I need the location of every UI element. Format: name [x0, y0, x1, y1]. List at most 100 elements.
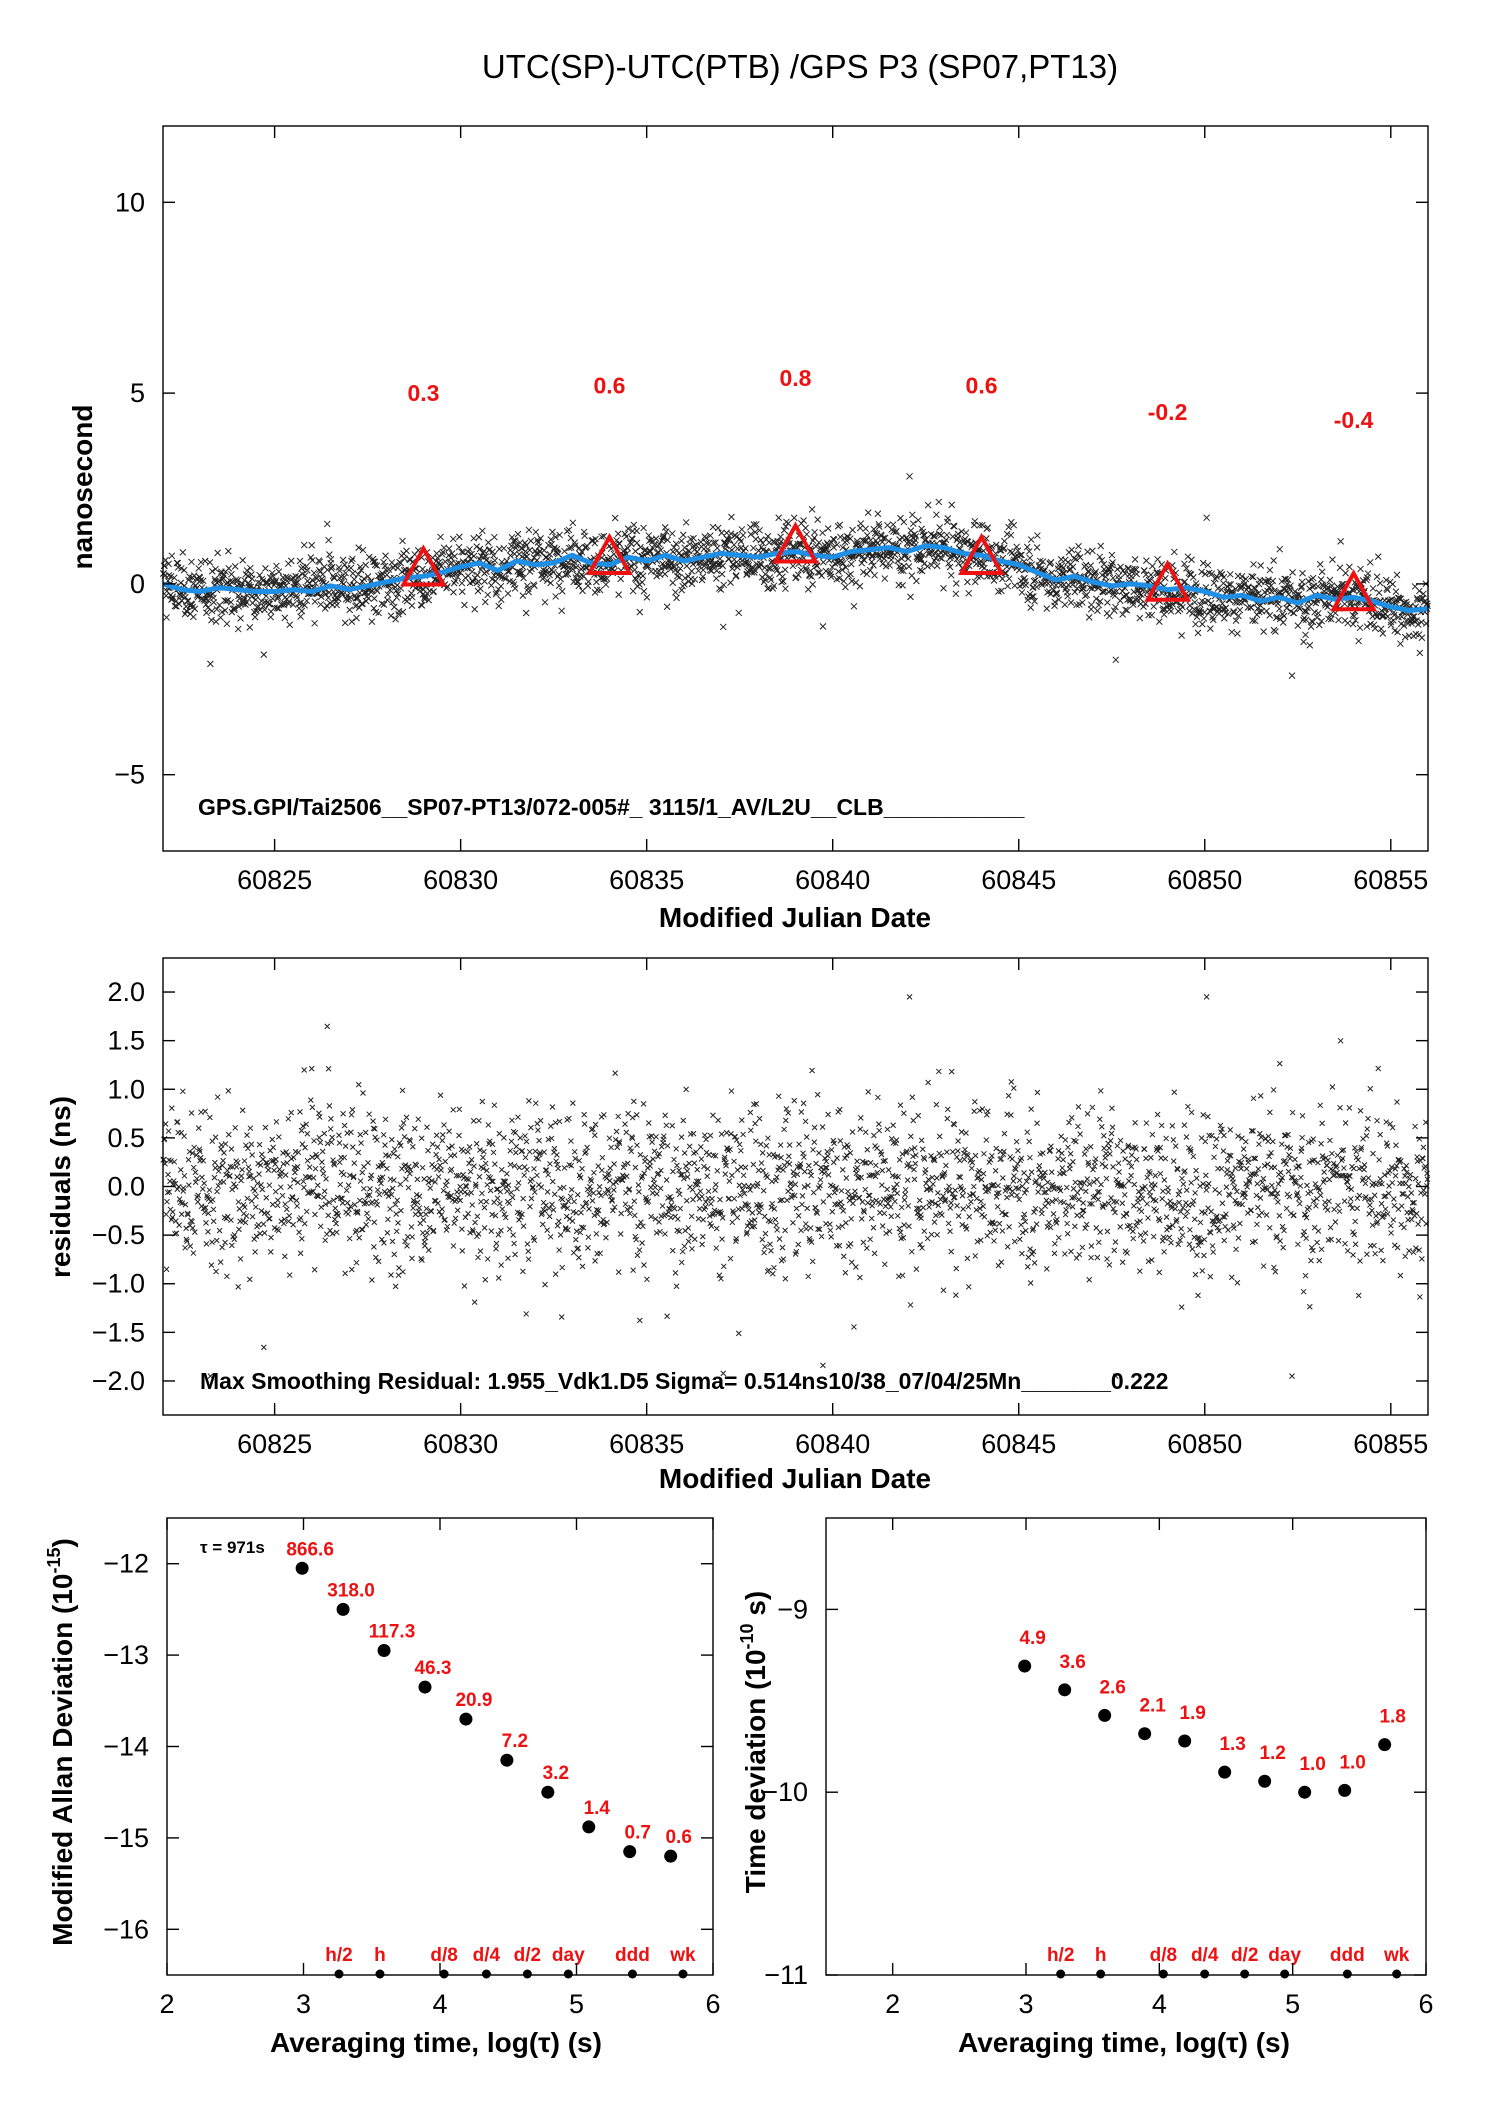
data-point	[673, 594, 680, 602]
data-point	[632, 547, 639, 555]
data-point	[208, 607, 216, 615]
data-point	[197, 576, 205, 584]
data-point	[630, 560, 638, 568]
data-point	[339, 556, 347, 564]
data-point	[497, 582, 505, 590]
data-point	[624, 525, 632, 532]
data-point	[547, 579, 554, 587]
data-point	[489, 548, 496, 556]
data-point	[327, 555, 335, 563]
data-point	[309, 556, 316, 564]
x-tick-label: 60850	[1167, 865, 1242, 895]
data-point	[510, 581, 518, 588]
x-tick-label: 60855	[1353, 865, 1428, 895]
data-point	[526, 546, 534, 554]
data-point	[391, 562, 399, 569]
data-point	[451, 552, 458, 560]
data-point	[714, 524, 722, 532]
data-point	[533, 536, 541, 544]
data-point	[450, 588, 457, 596]
data-point	[194, 593, 202, 601]
data-point	[221, 606, 229, 614]
data-point	[430, 588, 438, 595]
x-tick-label: 60840	[795, 865, 870, 895]
data-point	[637, 543, 644, 551]
y-tick-label: 0	[130, 569, 145, 599]
data-point	[434, 554, 441, 562]
data-point	[260, 651, 268, 659]
data-point	[360, 575, 368, 583]
data-point	[297, 599, 305, 607]
data-point	[287, 557, 295, 565]
data-point	[223, 620, 231, 628]
data-point	[552, 533, 559, 541]
data-point	[480, 547, 488, 555]
data-point	[298, 607, 306, 615]
data-point	[226, 577, 234, 585]
data-point	[180, 566, 188, 574]
data-point	[267, 613, 275, 621]
data-point	[293, 592, 300, 599]
data-point	[349, 570, 357, 577]
data-point	[394, 590, 402, 598]
data-point	[261, 598, 269, 606]
data-point	[530, 582, 538, 590]
data-point	[470, 534, 478, 542]
data-point	[540, 547, 548, 554]
x-tick-label: 60845	[981, 865, 1056, 895]
data-point	[211, 575, 219, 583]
data-point	[674, 568, 682, 576]
data-point	[435, 559, 443, 566]
marker-value-label: 0.6	[966, 372, 998, 398]
data-point	[296, 599, 303, 607]
x-tick-label: 60835	[609, 865, 684, 895]
data-point	[291, 578, 298, 586]
data-point	[750, 569, 758, 576]
data-point	[295, 573, 302, 581]
data-point	[274, 593, 282, 600]
data-point	[525, 588, 532, 596]
data-point	[615, 591, 623, 599]
data-point	[643, 594, 651, 601]
data-point	[664, 536, 671, 544]
data-point	[354, 571, 362, 578]
data-point	[217, 569, 225, 577]
data-point	[347, 564, 355, 572]
data-point	[679, 531, 687, 539]
data-point	[421, 594, 428, 602]
data-point	[575, 544, 583, 552]
data-point	[661, 524, 669, 531]
data-point	[522, 548, 529, 555]
data-point	[511, 585, 519, 592]
data-point	[668, 530, 676, 537]
data-point	[762, 570, 769, 578]
data-point	[234, 576, 242, 584]
data-point	[455, 533, 463, 541]
data-point	[617, 575, 625, 583]
data-point	[188, 601, 196, 608]
data-point	[248, 575, 256, 583]
data-point	[532, 528, 540, 536]
data-point	[719, 623, 727, 631]
data-point	[282, 573, 290, 581]
data-point	[297, 613, 304, 620]
data-point	[468, 568, 476, 575]
data-point	[493, 588, 500, 596]
data-point	[501, 574, 508, 582]
data-point	[510, 537, 517, 545]
data-point	[190, 572, 198, 579]
data-point	[399, 608, 407, 616]
data-point	[602, 581, 610, 588]
marker-value-label: -0.2	[1148, 399, 1188, 425]
data-point	[227, 598, 235, 606]
data-point	[507, 552, 514, 559]
data-point	[217, 614, 224, 621]
data-point	[690, 534, 697, 542]
data-point	[707, 532, 714, 539]
data-point	[473, 543, 481, 550]
data-point	[231, 563, 239, 570]
data-point	[504, 590, 512, 597]
data-point	[593, 586, 601, 594]
data-point	[482, 568, 490, 576]
data-point	[527, 537, 535, 545]
